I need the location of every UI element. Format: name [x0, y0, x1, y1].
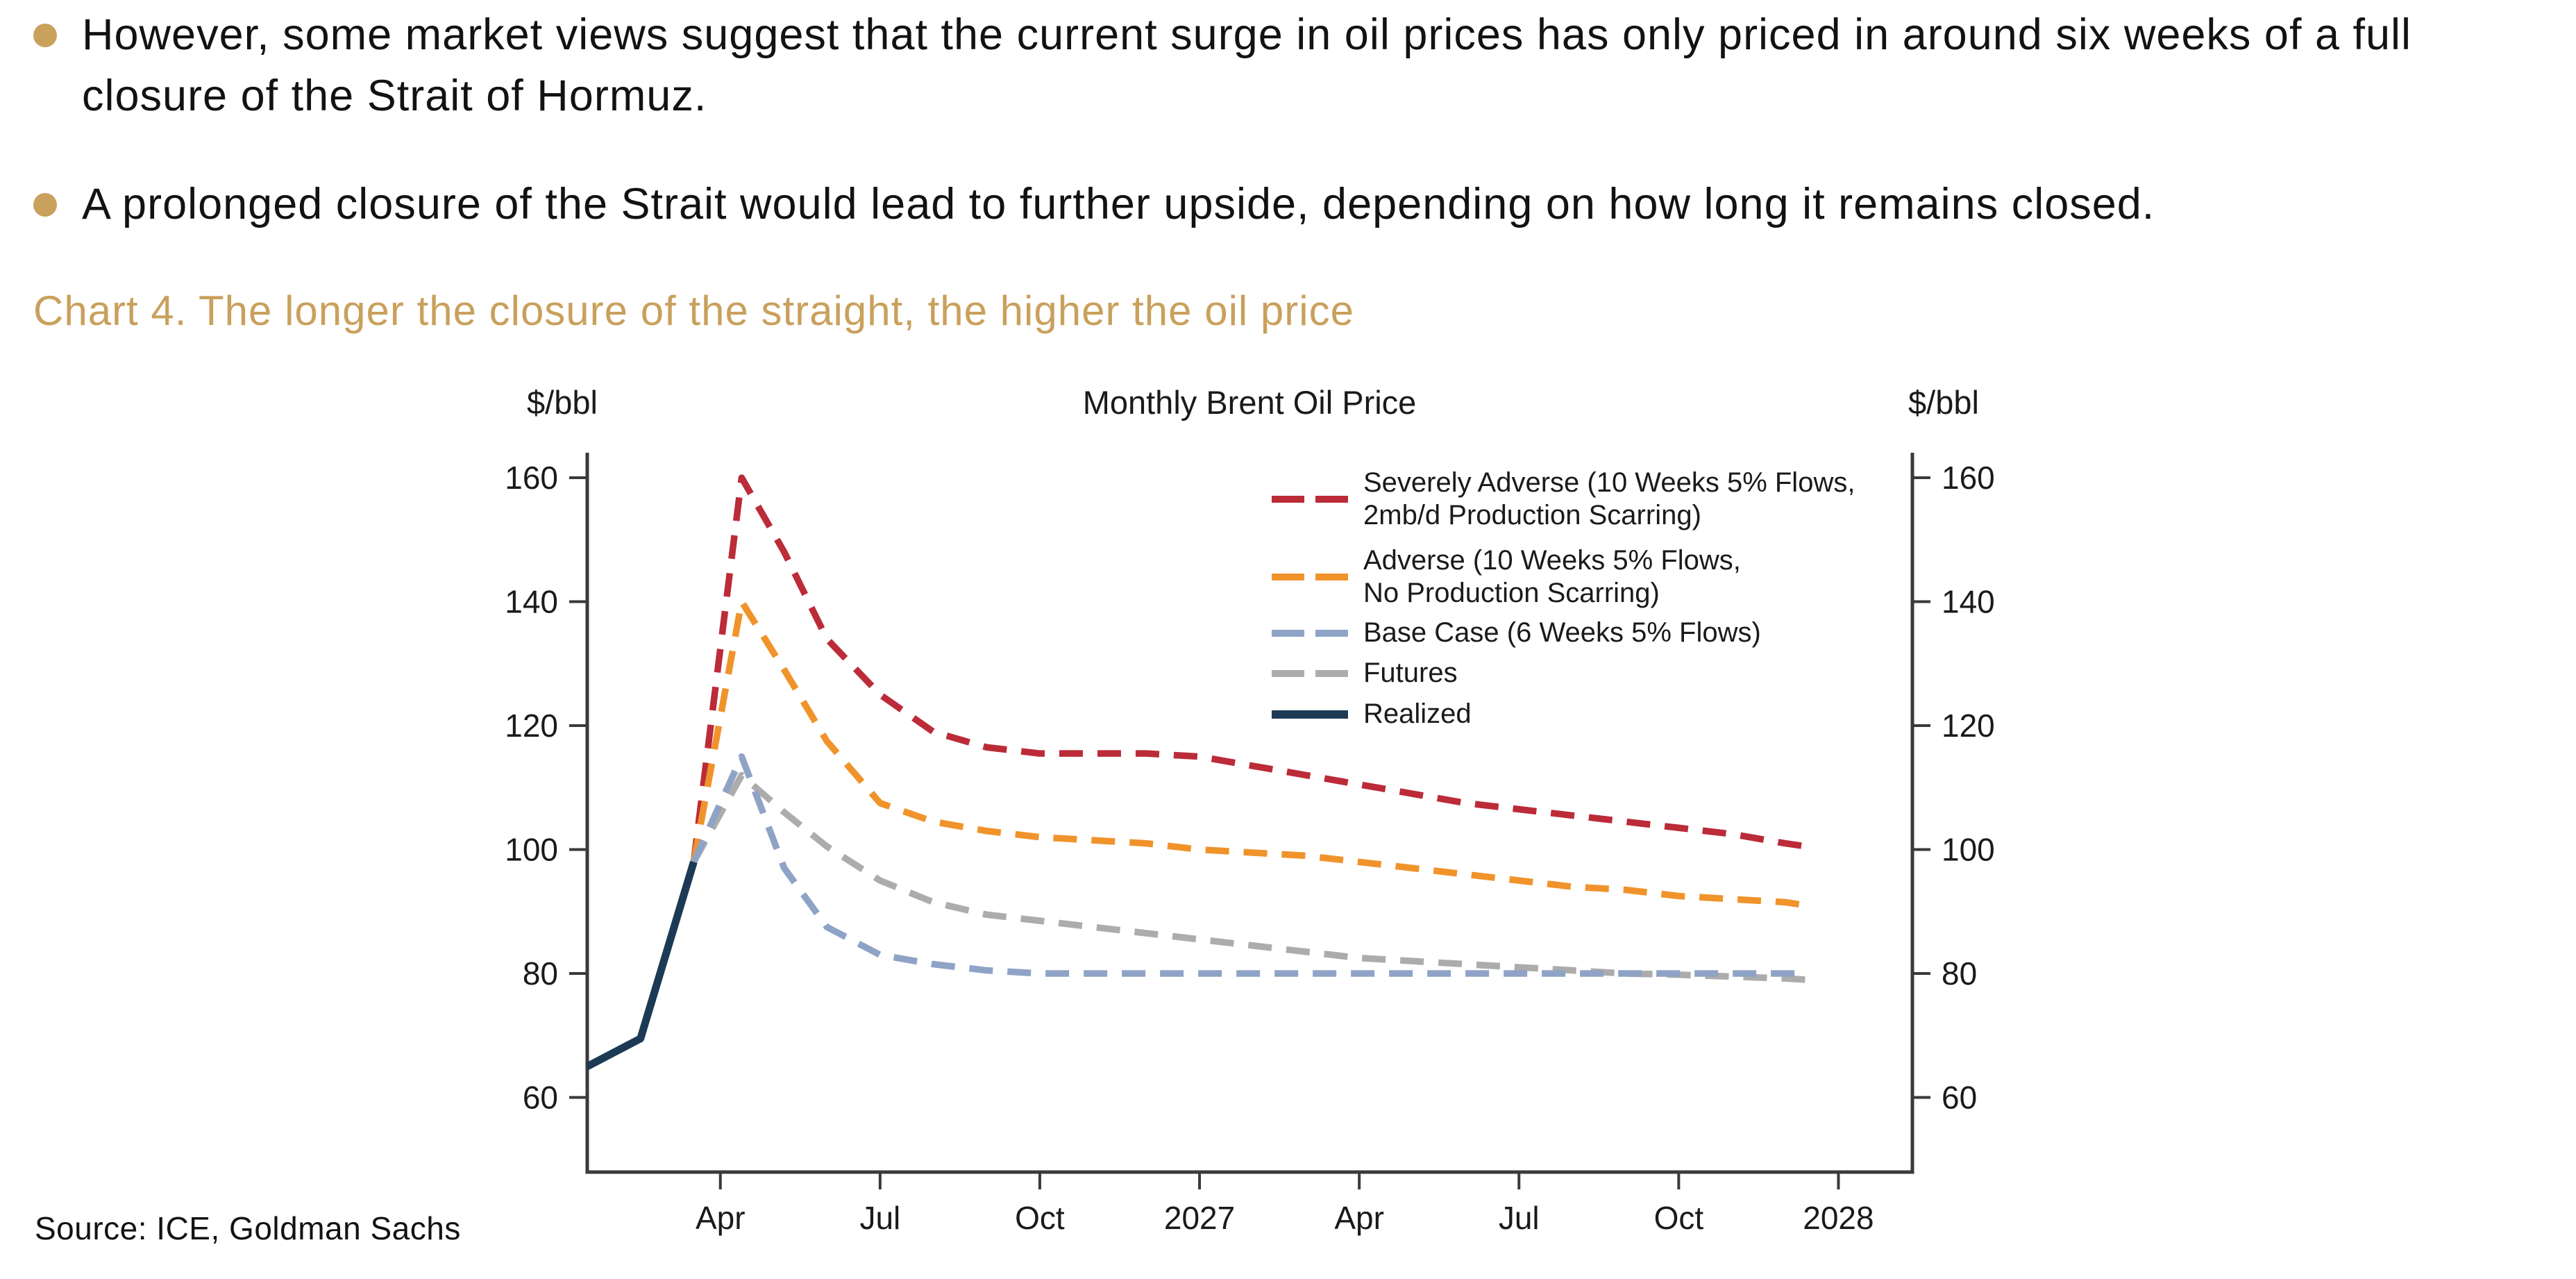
bullet-icon: [33, 193, 57, 217]
legend-label: Severely Adverse (10 Weeks 5% Flows, 2mb…: [1363, 467, 1855, 530]
x-tick-label: Apr: [696, 1200, 746, 1236]
x-tick-label: 2027: [1164, 1200, 1235, 1236]
y-tick-label-left: 100: [505, 832, 558, 868]
series-line-severely: [690, 474, 1808, 862]
y-tick-label-left: 60: [523, 1080, 558, 1116]
legend-label: Futures: [1363, 658, 1458, 688]
axes: [585, 453, 1914, 1174]
x-tick-label: 2028: [1803, 1200, 1874, 1236]
legend-item-severely-adverse: Severely Adverse (10 Weeks 5% Flows, 2mb…: [1272, 467, 1966, 532]
y-tick-label-left: 160: [505, 460, 558, 496]
y-tick-label-right: 80: [1942, 955, 1977, 992]
x-tick-label: Oct: [1654, 1200, 1704, 1236]
solid-line-swatch-icon: [1272, 710, 1348, 719]
legend-item-adverse: Adverse (10 Weeks 5% Flows, No Productio…: [1272, 544, 1966, 610]
series-line-realized: [585, 860, 698, 1070]
chart-legend: Severely Adverse (10 Weeks 5% Flows, 2mb…: [1272, 467, 1966, 730]
bullet-item-1: However, some market views suggest that …: [33, 4, 2532, 126]
legend-item-realized: Realized: [1272, 698, 1966, 730]
legend-item-futures: Futures: [1272, 657, 1966, 689]
y-tick-label-left: 140: [505, 584, 558, 620]
y-tick-label-left: 80: [523, 955, 558, 992]
legend-item-base-case: Base Case (6 Weeks 5% Flows): [1272, 617, 1966, 649]
y-tick-label-right: 120: [1942, 708, 1995, 744]
legend-label: Realized: [1363, 699, 1472, 729]
plot-title: Monthly Brent Oil Price: [1082, 384, 1417, 421]
y-tick-label-right: 100: [1942, 832, 1995, 868]
x-tick-label: Oct: [1015, 1200, 1065, 1236]
y-tick-label-right: 140: [1942, 584, 1995, 620]
x-tick-label: Jul: [1499, 1200, 1540, 1236]
y-tick-label-left: 120: [505, 708, 558, 744]
y-axis-unit-right: $/bbl: [1908, 384, 1979, 421]
dashed-line-swatch-icon: [1272, 629, 1348, 637]
dashed-line-swatch-icon: [1272, 496, 1348, 503]
y-axis-unit-left: $/bbl: [527, 384, 598, 421]
bullet-text: However, some market views suggest that …: [82, 10, 2412, 120]
y-tick-label-right: 60: [1942, 1080, 1977, 1116]
bullet-icon: [33, 24, 57, 47]
x-tick-label: Apr: [1334, 1200, 1384, 1236]
legend-label: Base Case (6 Weeks 5% Flows): [1363, 617, 1761, 648]
y-tick-label-right: 160: [1942, 460, 1995, 496]
legend-label: Adverse (10 Weeks 5% Flows, No Productio…: [1363, 545, 1741, 608]
series-line-futures: [691, 771, 1807, 983]
dashed-line-swatch-icon: [1272, 574, 1348, 580]
x-tick-label: Jul: [859, 1200, 900, 1236]
bullet-item-2: A prolonged closure of the Strait would …: [33, 174, 2532, 235]
series-line-base: [691, 753, 1807, 977]
dashed-line-swatch-icon: [1272, 669, 1348, 677]
chart-heading: Chart 4. The longer the closure of the s…: [33, 287, 1354, 334]
series-line-adverse: [690, 598, 1808, 909]
source-attribution: Source: ICE, Goldman Sachs: [35, 1210, 461, 1246]
bullet-text: A prolonged closure of the Strait would …: [82, 180, 2155, 228]
